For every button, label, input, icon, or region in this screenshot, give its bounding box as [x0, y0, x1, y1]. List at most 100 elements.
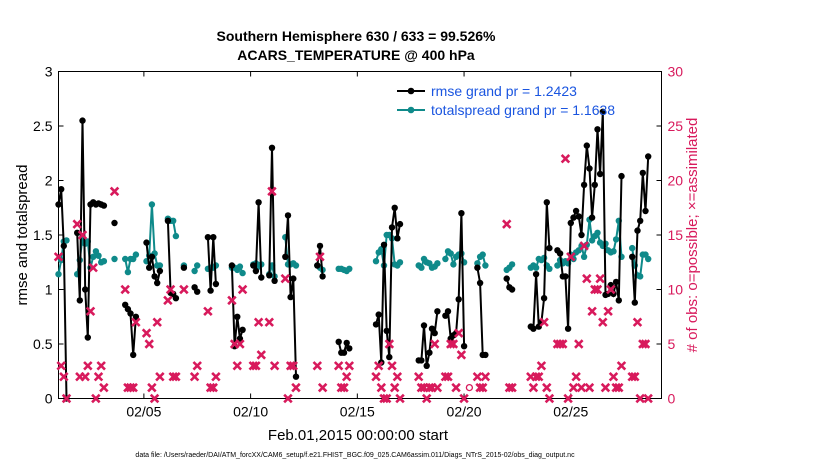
rmse-point — [132, 313, 140, 320]
rmse-line-segment — [268, 147, 276, 281]
rmse-point — [503, 275, 510, 282]
obs-marker-stroke — [379, 393, 389, 404]
rmse-point — [287, 293, 294, 301]
rmse-point — [444, 308, 452, 315]
obs-marker-stroke — [253, 317, 264, 327]
spread-point — [170, 217, 177, 224]
y-tick-label: 0.5 — [33, 336, 53, 352]
obs-assimilated-marker — [53, 252, 64, 262]
chart-subtitle: ACARS_TEMPERATURE @ 400 hPa — [237, 47, 475, 63]
obs-assimilated-marker — [280, 273, 291, 284]
y-axis-right-label: # of obs: o=possible; ×=assimilated — [684, 118, 701, 353]
obs-marker-stroke — [603, 306, 613, 317]
obs-assimilated-marker — [413, 371, 424, 382]
obs-assimilated-marker — [424, 382, 435, 393]
x-axis-label: Feb.01,2015 00:00:00 start — [268, 427, 449, 444]
obs-marker-stroke — [141, 328, 152, 338]
legend-spread-label: totalspread grand pr = 1.1638 — [431, 102, 615, 118]
obs-marker-stroke — [480, 371, 491, 382]
obs-assimilated-marker — [440, 371, 451, 382]
rmse-point — [460, 343, 468, 350]
rmse-point — [172, 295, 180, 302]
obs-marker-stroke — [600, 382, 611, 393]
obs-marker-stroke — [635, 393, 645, 404]
obs-assimilated-marker — [574, 339, 584, 349]
obs-assimilated-marker — [333, 361, 344, 371]
rmse-line-segment — [206, 237, 217, 291]
y-tick-label: 1.5 — [33, 227, 53, 243]
spread-point — [612, 236, 620, 243]
obs-assimilated-marker — [141, 328, 152, 338]
obs-marker-stroke — [251, 361, 261, 371]
obs-assimilated-marker — [72, 219, 82, 229]
obs-marker-stroke — [235, 339, 245, 349]
obs-assimilated-marker — [542, 382, 552, 393]
obs-marker-stroke — [237, 284, 248, 295]
obs-assimilated-marker — [227, 295, 237, 306]
obs-assimilated-marker — [253, 317, 264, 327]
rmse-point — [228, 262, 236, 269]
obs-assimilated-marker — [376, 382, 387, 393]
obs-assimilated-marker — [93, 371, 104, 382]
legend-rmse-marker — [407, 87, 415, 95]
obs-marker-stroke — [61, 393, 72, 404]
obs-assimilated-marker — [88, 262, 98, 273]
rmse-point — [556, 250, 564, 257]
obs-assimilated-marker — [627, 371, 637, 382]
obs-marker-stroke — [93, 371, 104, 382]
spread-point — [100, 258, 108, 265]
obs-assimilated-marker — [147, 382, 157, 393]
spread-point — [63, 237, 70, 244]
spread-point — [442, 255, 449, 263]
obs-marker-stroke — [149, 393, 160, 404]
rmse-point — [599, 108, 606, 116]
spread-point — [594, 229, 601, 236]
rmse-line-segment — [76, 120, 105, 338]
rmse-point — [642, 207, 649, 215]
obs-assimilated-marker — [211, 371, 221, 382]
rmse-point — [380, 241, 388, 248]
obs-marker-stroke — [208, 382, 218, 393]
obs-marker-stroke — [504, 382, 515, 393]
obs-marker-stroke — [632, 317, 643, 327]
rmse-point — [482, 351, 489, 359]
spread-point — [450, 261, 457, 268]
y-tick-label: 2 — [45, 173, 53, 189]
rmse-point — [639, 169, 646, 177]
obs-assimilated-marker — [595, 273, 605, 284]
obs-marker-stroke — [459, 393, 469, 404]
obs-marker-stroke — [336, 382, 347, 393]
rmse-point — [164, 217, 172, 224]
rmse-point — [79, 117, 86, 124]
rmse-point — [156, 267, 164, 275]
rmse-point — [292, 373, 300, 380]
obs-assimilated-marker — [584, 382, 595, 393]
obs-assimilated-marker — [571, 371, 581, 382]
obs-assimilated-marker — [598, 317, 608, 327]
obs-assimilated-marker — [454, 328, 464, 338]
rmse-point — [543, 199, 550, 206]
obs-assimilated-marker — [203, 306, 213, 317]
rmse-point — [250, 262, 257, 269]
obs-assimilated-marker — [451, 382, 461, 393]
obs-assimilated-marker — [344, 361, 355, 371]
obs-marker-stroke — [280, 273, 291, 284]
obs-marker-stroke — [373, 361, 384, 371]
obs-assimilated-marker — [373, 361, 384, 371]
y-tick-label: 1 — [45, 282, 53, 298]
obs-assimilated-marker — [582, 273, 592, 284]
x-tick-label: 02/10 — [233, 404, 268, 420]
rmse-point — [570, 214, 577, 221]
obs-assimilated-marker — [59, 371, 69, 382]
y-right-tick-label: 15 — [668, 227, 684, 243]
rmse-point — [346, 345, 353, 352]
obs-assimilated-marker — [432, 382, 443, 393]
obs-marker-stroke — [579, 241, 589, 251]
rmse-point — [540, 295, 548, 302]
rmse-point — [154, 279, 161, 287]
obs-assimilated-marker — [534, 371, 544, 382]
obs-marker-stroke — [155, 371, 165, 382]
obs-marker-stroke — [424, 382, 435, 393]
rmse-point — [596, 170, 604, 178]
obs-marker-stroke — [539, 317, 549, 327]
